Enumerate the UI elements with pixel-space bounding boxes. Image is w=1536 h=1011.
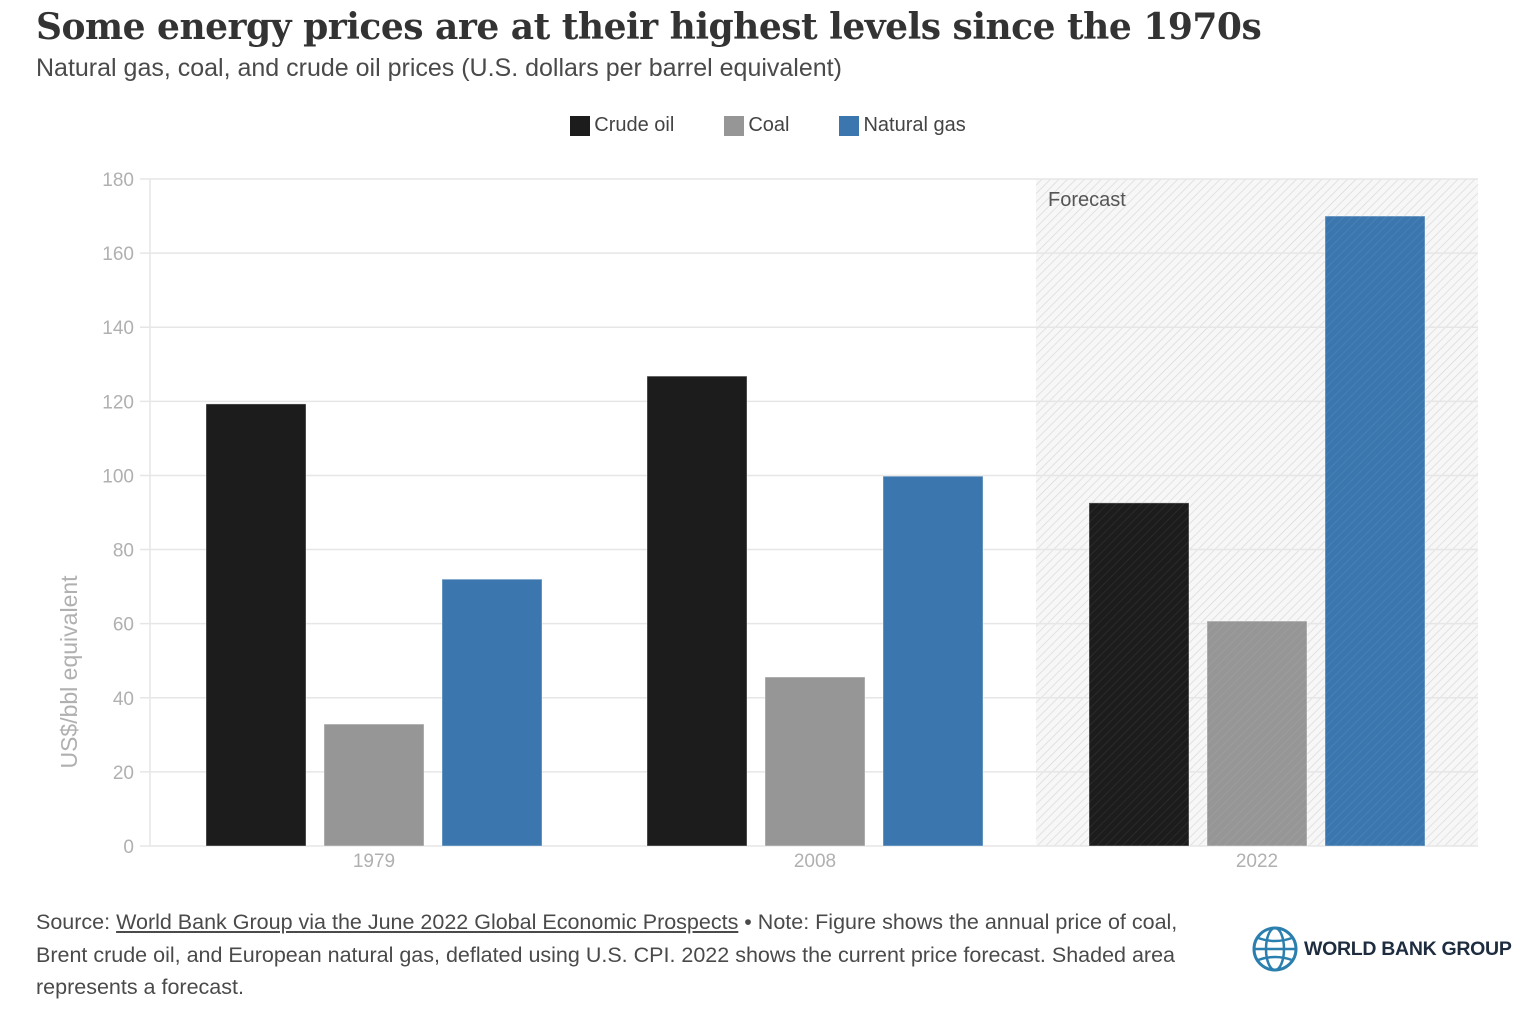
y-axis-label: US$/bbl equivalent [56, 575, 82, 769]
logo-text: WORLD BANK GROUP [1304, 937, 1512, 960]
legend-item-natural-gas[interactable]: Natural gas [839, 114, 966, 137]
y-tick-label: 180 [102, 170, 134, 191]
bar-hatch-overlay [1089, 502, 1189, 846]
footer-note: Source: World Bank Group via the June 20… [36, 906, 1216, 1004]
x-tick-label: 2022 [1236, 851, 1278, 872]
legend-label-crude-oil: Crude oil [594, 114, 675, 136]
chart-title: Some energy prices are at their highest … [36, 6, 1262, 48]
bar-coal-1979[interactable] [323, 723, 425, 847]
bar-crude-oil-1979[interactable] [205, 403, 307, 847]
bar-natural-gas-1979[interactable] [441, 578, 543, 847]
y-tick-label: 0 [123, 837, 134, 858]
y-tick-label: 60 [113, 615, 134, 636]
legend-swatch-natural-gas [839, 115, 860, 136]
bar-natural-gas-2008[interactable] [882, 475, 984, 847]
bar-hatch-overlay [1325, 216, 1425, 847]
chart-subtitle: Natural gas, coal, and crude oil prices … [36, 54, 842, 82]
y-tick-label: 160 [102, 244, 134, 265]
world-bank-logo[interactable]: WORLD BANK GROUP [1250, 924, 1512, 974]
y-tick-label: 20 [113, 763, 134, 784]
y-tick-label: 120 [102, 392, 134, 413]
legend-swatch-coal [724, 115, 745, 136]
legend-item-crude-oil[interactable]: Crude oil [570, 114, 674, 137]
y-tick-label: 140 [102, 318, 134, 339]
y-tick-label: 40 [113, 689, 134, 710]
source-link[interactable]: World Bank Group via the June 2022 Globa… [116, 910, 739, 934]
legend-swatch-crude-oil [570, 115, 591, 136]
legend-item-coal[interactable]: Coal [724, 114, 789, 137]
y-tick-label: 100 [102, 466, 134, 487]
bar-hatch-overlay [1207, 621, 1307, 846]
legend: Crude oil Coal Natural gas [0, 114, 1536, 137]
globe-icon [1252, 926, 1298, 972]
bar-chart: Forecast 0 20 40 60 80 100 120 140 160 180 1979 20… [56, 170, 1478, 872]
y-tick-label: 80 [113, 541, 134, 562]
legend-label-coal: Coal [748, 114, 790, 136]
bar-crude-oil-2008[interactable] [646, 375, 748, 847]
bar-coal-2008[interactable] [764, 676, 866, 847]
note-text: • Note: Figure shows the annual price of… [36, 910, 1178, 999]
legend-label-natural-gas: Natural gas [863, 114, 966, 136]
x-tick-label: 1979 [353, 851, 395, 872]
source-prefix: Source: [36, 910, 117, 934]
x-tick-label: 2008 [794, 851, 836, 872]
forecast-label: Forecast [1048, 189, 1126, 211]
